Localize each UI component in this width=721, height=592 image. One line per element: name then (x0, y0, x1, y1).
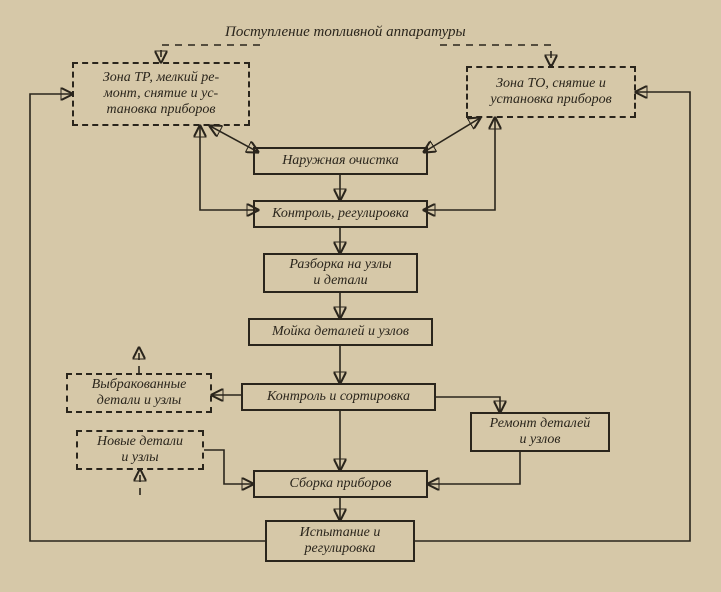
node-repair: Ремонт деталейи узлов (470, 412, 610, 452)
diagram-title: Поступление топливной аппаратуры (225, 24, 466, 41)
node-assemble: Сборка приборов (253, 470, 428, 498)
edge-repair-assemble (428, 452, 520, 484)
node-to: Зона ТО, снятие иустановка приборов (466, 66, 636, 118)
node-ctrl: Контроль, регулировка (253, 200, 428, 228)
node-new: Новые деталии узлы (76, 430, 204, 470)
node-test: Испытание ирегулировка (265, 520, 415, 562)
node-disasm: Разборка на узлыи детали (263, 253, 418, 293)
edge-title-to (440, 45, 551, 66)
edge-tr-ctrl (200, 126, 258, 210)
node-clean: Наружная очистка (253, 147, 428, 175)
node-reject: Выбракованныедетали и узлы (66, 373, 212, 413)
node-wash: Мойка деталей и узлов (248, 318, 433, 346)
node-sort: Контроль и сортировка (241, 383, 436, 411)
edge-tr-clean (210, 126, 258, 152)
edge-test-to (415, 92, 690, 541)
edge-new-assemble (204, 450, 253, 484)
node-tr: Зона ТР, мелкий ре-монт, снятие и ус-тан… (72, 62, 250, 126)
edge-to-clean (424, 118, 480, 152)
edge-sort-repair (436, 397, 500, 412)
edge-title-tr (161, 45, 260, 62)
edge-to-ctrl (424, 118, 495, 210)
edge-test-tr (30, 94, 265, 541)
